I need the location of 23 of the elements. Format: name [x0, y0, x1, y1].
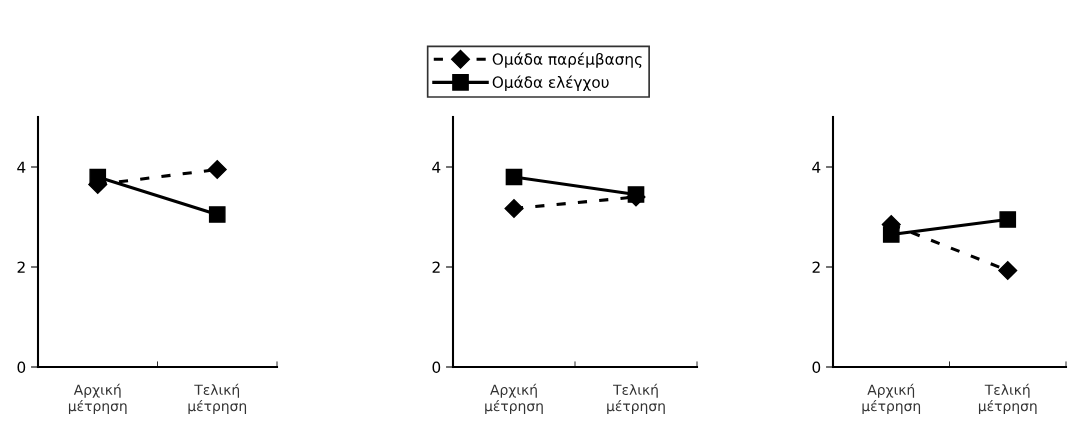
point: [505, 168, 523, 186]
point: [207, 159, 227, 180]
y-tick-label: 2: [432, 261, 440, 273]
legend-label: Ομάδα παρέμβασης: [492, 52, 642, 68]
y-tick-label: 4: [17, 161, 26, 173]
y-tick-label: 4: [812, 161, 821, 173]
x-tick-label: Αρχική μέτρηση: [68, 383, 127, 414]
point: [998, 260, 1018, 281]
y-tick-label: 2: [812, 261, 820, 273]
y-tick-label: 0: [812, 361, 821, 374]
y-tick-label: 0: [17, 361, 26, 374]
point: [999, 211, 1017, 228]
y-tick-label: 0: [432, 361, 441, 374]
x-tick-label: Αρχική μέτρηση: [485, 383, 543, 414]
y-tick-label: 4: [432, 161, 441, 173]
point: [504, 198, 524, 219]
x-tick-label: Τελική μέτρηση: [978, 383, 1037, 414]
y-tick-label: 2: [17, 261, 25, 273]
x-tick-label: Τελική μέτρηση: [188, 383, 247, 414]
x-tick-label: Αρχική μέτρηση: [862, 383, 921, 414]
legend-label: Ομάδα ελέγχου: [492, 75, 609, 91]
x-tick-label: Τελική μέτρηση: [607, 383, 665, 414]
point: [208, 206, 226, 223]
